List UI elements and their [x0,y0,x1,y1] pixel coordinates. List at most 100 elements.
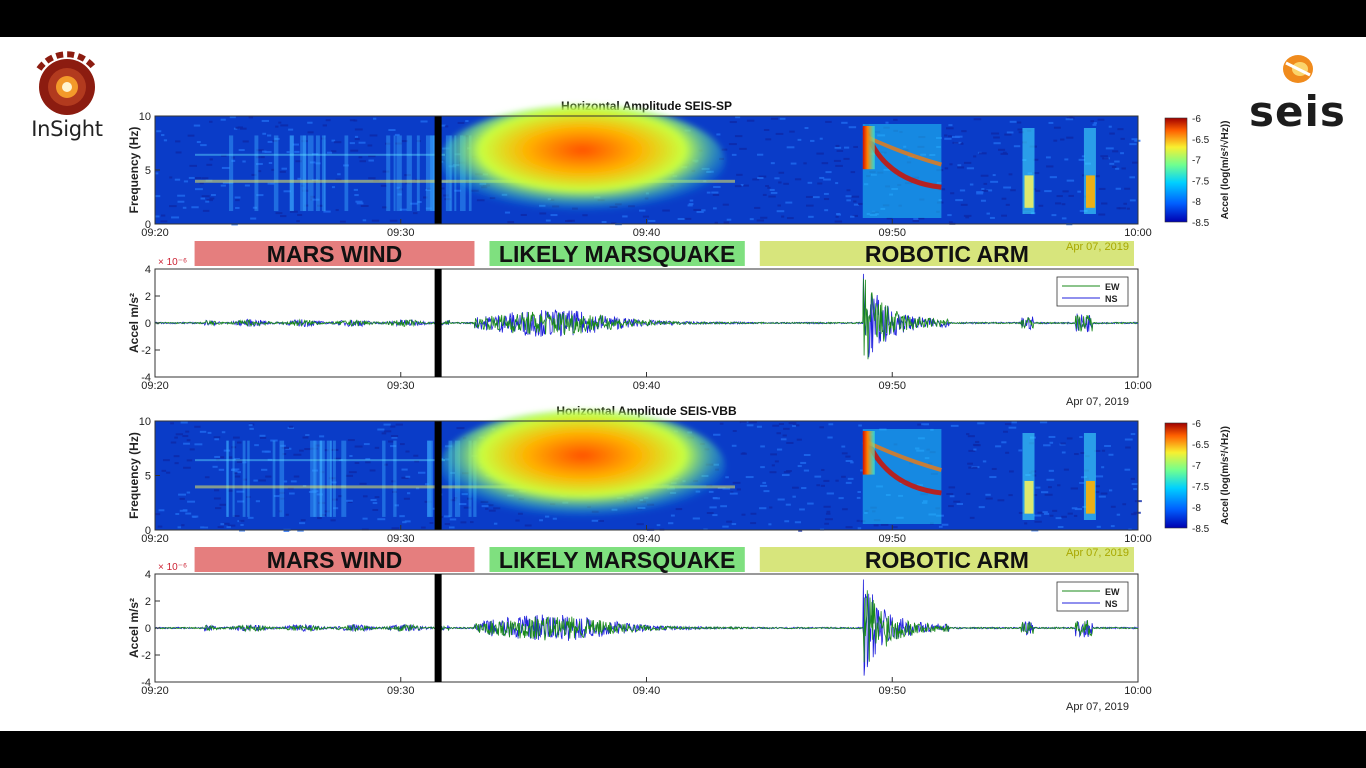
y-tick-label: -4 [141,372,151,384]
spectrogram-noise [389,219,398,222]
spectrogram-noise [253,479,258,482]
seis-logo-text: seis [1249,87,1346,136]
spectrogram-noise [769,506,773,509]
spectrogram-noise [236,490,245,493]
spectrogram-noise [980,174,989,177]
spectrogram-noise [741,513,746,516]
spectrogram-noise [1079,481,1085,484]
y-tick-label: 0 [145,623,151,635]
spectrogram-noise [957,166,965,169]
spectrogram-noise [205,200,210,203]
spectrogram-noise [1102,157,1109,160]
spectrogram-noise [222,181,231,184]
spectrogram-noise [280,497,285,500]
spectrogram-noise [179,497,185,500]
spectrogram-noise [441,124,446,127]
spectrogram-noise [1133,488,1137,491]
spectrogram-noise [1017,128,1023,131]
spectrogram-noise [1131,483,1139,486]
spectrogram-noise [677,217,686,220]
spectrogram-noise [189,164,197,167]
spectrogram-noise [706,191,711,194]
spectrogram-noise [1105,147,1114,150]
spectrogram-noise [656,524,661,527]
x-tick-label: 09:40 [633,685,661,697]
figure-canvas: InSight seis [0,37,1366,731]
spectrogram-noise [235,459,243,462]
spectrogram-noise [985,493,991,496]
spectrogram-noise [209,158,213,161]
spectrogram-noise [162,459,170,462]
spectrogram-noise [520,213,527,216]
spectrogram-noise [1035,189,1041,192]
spectrogram-noise [312,469,319,472]
spectrogram-noise [388,129,396,132]
spectrogram-noise [294,150,300,153]
event-band [489,547,745,572]
spectrogram-noise [978,506,985,509]
legend-entry: EW [1105,282,1120,292]
spectrogram-noise [703,528,708,531]
spectrogram-noise [458,503,467,506]
spectrogram-noise [220,523,225,526]
y-tick-label: -2 [141,650,151,662]
spectrogram-noise [960,203,968,206]
spectrogram-noise [1064,158,1069,161]
x-tick-label: 10:00 [1124,533,1152,545]
data-gap [434,421,442,530]
spectrogram-noise [995,445,1002,448]
spectrogram-noise [1018,131,1025,134]
spectrogram-noise [1094,449,1101,452]
spectrogram-noise [222,522,230,525]
spectrogram-noise [768,195,776,198]
spectrogram-noise [1108,489,1113,492]
spectrogram-noise [1045,156,1051,159]
ew-trace [154,590,1139,663]
spectrogram-noise [1034,520,1042,523]
spectrogram-noise [746,119,755,122]
spectrogram-noise [362,495,368,498]
spectrogram-noise [256,149,264,152]
spectrogram-noise [358,156,363,159]
spectrogram-noise [233,472,238,475]
spectrogram-noise [280,124,289,127]
spectrogram-noise [318,501,326,504]
colorbar-tick-label: -8 [1192,197,1201,208]
y-axis-label: Accel m/s² [127,293,141,353]
spectrogram-noise [1048,486,1052,489]
spectrogram-noise [281,167,288,170]
spectrogram-noise [973,444,981,447]
spectrogram-noise [217,526,224,529]
x-tick-label: 09:50 [878,685,906,697]
spectrogram-noise [185,430,190,433]
spectrogram-noise [779,117,786,120]
spectrogram-noise [196,141,201,144]
spectrogram-noise [283,480,288,483]
spectrogram-noise [377,518,386,521]
spectrogram-noise [1063,468,1069,471]
spectrogram-noise [836,213,842,216]
spectrogram-noise [312,459,320,462]
spectrogram-noise [1104,444,1111,447]
spectrogram-noise [354,135,359,138]
spectrogram-noise [256,162,263,165]
spectrogram-noise [989,476,997,479]
spectrogram-noise [980,199,986,202]
spectrogram-noise [295,160,302,163]
spectrogram-noise [307,131,314,134]
spectrogram-noise [1003,430,1008,433]
spectrogram-noise [770,191,778,194]
spectrogram-noise [992,174,996,177]
spectrogram-noise [355,200,363,203]
spectrogram-noise [244,184,250,187]
spectrogram-noise [322,124,327,127]
spectrogram-noise [443,194,449,197]
spectrogram-noise [948,124,953,127]
colorbar-tick-label: -7.5 [1192,482,1210,493]
spectrogram-noise [258,479,266,482]
spectrogram-noise [1131,138,1138,141]
spectrogram-noise [757,177,764,180]
spectrogram-noise [354,194,359,197]
spectrogram-noise [969,183,974,186]
spectrogram-noise [758,175,767,178]
